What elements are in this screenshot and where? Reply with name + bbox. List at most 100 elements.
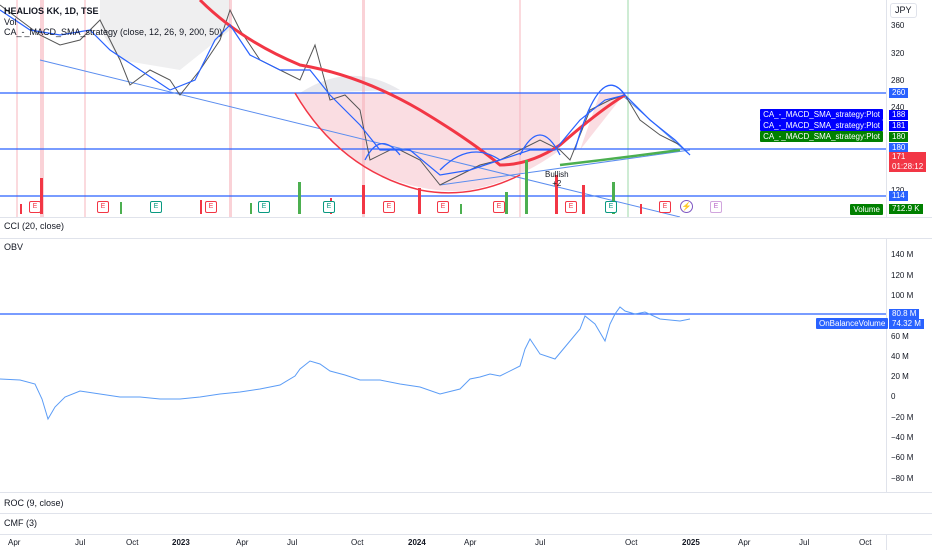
axis-tick: 240	[891, 103, 905, 112]
volume-label-tag: Volume	[850, 204, 883, 215]
axis-tick: −60 M	[891, 453, 914, 462]
cci-pane[interactable]: CCI (20, close)	[0, 218, 886, 238]
time-axis[interactable]: Apr Jul Oct 2023 Apr Jul Oct 2024 Apr Ju…	[0, 535, 886, 550]
price-chart[interactable]	[0, 0, 886, 217]
grey-channel-area	[100, 0, 230, 70]
bullish-label: Bullish	[545, 170, 569, 179]
axis-tick: −40 M	[891, 433, 914, 442]
cci-legend[interactable]: CCI (20, close)	[4, 221, 65, 231]
event-marker[interactable]: E	[565, 201, 577, 213]
time-label: 2024	[408, 538, 426, 547]
strategy-legend[interactable]: CA_-_MACD_SMA_strategy (close, 12, 26, 9…	[4, 27, 223, 37]
time-label: 2025	[682, 538, 700, 547]
level-260-tag: 260	[889, 88, 909, 98]
currency-button[interactable]: JPY	[890, 3, 917, 18]
roc-legend[interactable]: ROC (9, close)	[4, 498, 64, 508]
roc-pane[interactable]: ROC (9, close)	[0, 493, 886, 513]
current-price-tag: 171 01:28:12	[889, 152, 927, 172]
axis-tick: 140 M	[891, 250, 914, 259]
axis-corner	[886, 535, 932, 550]
price-axis[interactable]: JPY 360 320 280 240 120 260 188 181 180 …	[886, 0, 932, 217]
bullish-count: +2	[552, 179, 562, 188]
time-label: Apr	[738, 538, 751, 547]
bar-countdown: 01:28:12	[892, 162, 924, 171]
volume-bars	[20, 160, 642, 214]
sma-green-line	[559, 148, 681, 167]
pink-right-area	[580, 93, 625, 150]
plot2-label-tag: CA_-_MACD_SMA_strategy:Plot	[760, 120, 883, 131]
event-marker[interactable]: E	[205, 201, 217, 213]
time-label: Jul	[287, 538, 298, 547]
axis-tick: 120 M	[891, 271, 914, 280]
bullish-annotation: Bullish +2	[545, 170, 569, 188]
highlight-bar	[229, 0, 232, 217]
volume-value-tag: 712.9 K	[889, 204, 923, 214]
event-marker-future[interactable]: E	[710, 201, 722, 213]
event-marker[interactable]: E	[150, 201, 162, 213]
cmf-legend[interactable]: CMF (3)	[4, 518, 37, 528]
axis-tick: 40 M	[891, 352, 909, 361]
event-marker[interactable]: E	[437, 201, 449, 213]
obv-chart[interactable]	[0, 239, 886, 492]
time-axis-separator	[0, 534, 932, 535]
time-label: Oct	[859, 538, 872, 547]
axis-tick: 20 M	[891, 372, 909, 381]
symbol-title[interactable]: HEALIOS KK, 1D, TSE	[4, 6, 99, 16]
event-marker[interactable]: E	[659, 201, 671, 213]
time-label: Oct	[351, 538, 364, 547]
price-pane[interactable]: E E E E E E E E E E E E ⚡ E Bullish +2 H…	[0, 0, 886, 217]
axis-tick: 60 M	[891, 332, 909, 341]
obv-series-tag: OnBalanceVolume	[816, 318, 889, 329]
obv-line	[0, 306, 691, 421]
obv-axis[interactable]: 140 M 120 M 100 M 80.8 M 74.32 M 60 M 40…	[886, 239, 932, 492]
cmf-pane[interactable]: CMF (3)	[0, 514, 886, 534]
vol-legend[interactable]: Vol	[4, 17, 17, 27]
axis-tick: −80 M	[891, 474, 914, 483]
highlight-bar	[362, 0, 365, 217]
axis-tick: 100 M	[891, 291, 914, 300]
axis-tick: 120	[891, 186, 904, 195]
blue-arc	[439, 151, 501, 171]
blue-arc	[364, 143, 401, 161]
price-line	[0, 4, 681, 186]
axis-tick: 360	[891, 21, 905, 30]
blue-ma-line	[0, 9, 691, 176]
time-label: Jul	[799, 538, 810, 547]
pane-separator[interactable]	[0, 492, 932, 493]
obv-pane[interactable]: OBV	[0, 239, 886, 492]
trend-line	[439, 149, 691, 186]
plot1-label-tag: CA_-_MACD_SMA_strategy:Plot	[760, 109, 883, 120]
event-marker[interactable]: E	[323, 201, 335, 213]
event-marker[interactable]: E	[97, 201, 109, 213]
plot3-label-tag: CA_-_MACD_SMA_strategy:Plot	[760, 131, 883, 142]
axis-tick: 280	[891, 76, 905, 85]
obv-legend[interactable]: OBV	[4, 242, 24, 252]
event-marker[interactable]: E	[29, 201, 41, 213]
event-marker[interactable]: E	[493, 201, 505, 213]
time-label: Apr	[464, 538, 477, 547]
plot1-value-tag: 188	[889, 110, 909, 120]
time-label: Apr	[236, 538, 249, 547]
highlight-bar	[40, 0, 44, 217]
pane-separator[interactable]	[0, 513, 932, 514]
axis-tick: 0	[891, 392, 896, 401]
level-180-tag: 180	[889, 143, 909, 153]
sma-red-line	[198, 0, 626, 167]
time-label: Jul	[535, 538, 546, 547]
lightning-icon[interactable]: ⚡	[680, 200, 693, 213]
blue-arc	[574, 84, 626, 151]
pane-separator[interactable]	[0, 217, 932, 218]
event-marker[interactable]: E	[605, 201, 617, 213]
level-114-tag: 114	[889, 191, 908, 201]
axis-tick: −20 M	[891, 413, 914, 422]
current-price: 171	[892, 152, 906, 161]
plot3-value-tag: 180	[889, 132, 909, 142]
time-label: Apr	[8, 538, 21, 547]
obv-level-tag: 80.8 M	[889, 309, 920, 319]
axis-tick: 320	[891, 49, 905, 58]
time-label: Oct	[126, 538, 139, 547]
event-marker[interactable]: E	[258, 201, 270, 213]
pane-separator[interactable]	[0, 238, 932, 239]
event-marker[interactable]: E	[383, 201, 395, 213]
time-label: 2023	[172, 538, 190, 547]
